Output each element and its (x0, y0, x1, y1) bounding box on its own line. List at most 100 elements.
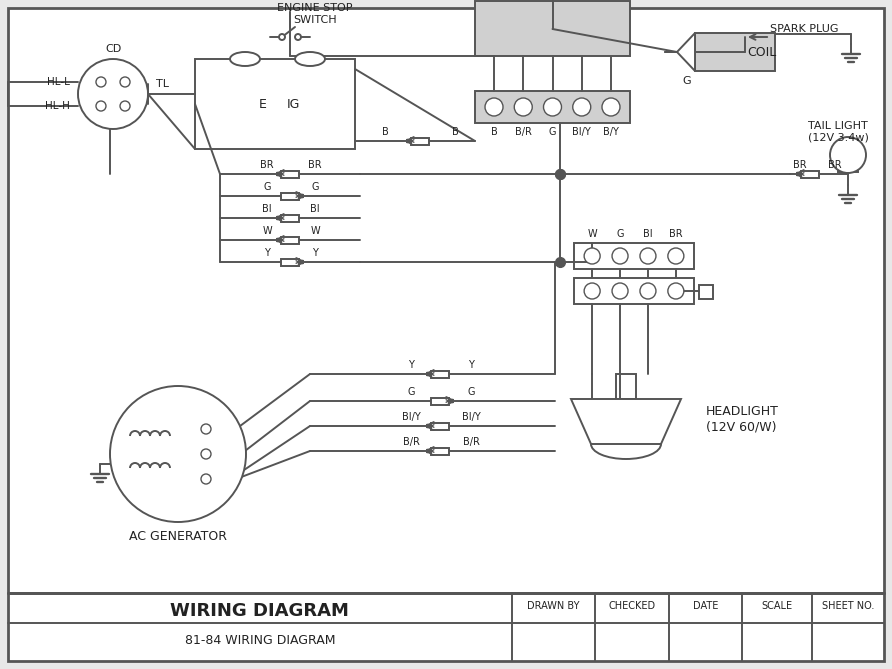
Bar (431, 397, 449, 405)
Text: B/R: B/R (463, 437, 479, 447)
Circle shape (668, 283, 684, 299)
Circle shape (584, 248, 600, 264)
Text: B: B (491, 127, 498, 137)
Circle shape (640, 283, 656, 299)
Text: HEADLIGHT
(12V 60/W): HEADLIGHT (12V 60/W) (706, 405, 779, 433)
Text: BI/Y: BI/Y (573, 127, 591, 137)
Text: SCALE: SCALE (762, 601, 793, 611)
Bar (281, 171, 299, 177)
Bar (801, 171, 819, 177)
Text: HL-L: HL-L (47, 77, 70, 87)
Text: G: G (408, 387, 415, 397)
Text: WIRING DIAGRAM: WIRING DIAGRAM (170, 602, 350, 620)
Text: B/R: B/R (515, 127, 532, 137)
Bar (616, 374, 636, 399)
Text: G: G (467, 387, 475, 397)
Bar (281, 237, 299, 244)
Bar (281, 193, 299, 199)
Bar (195, 59, 355, 149)
Bar (475, 91, 630, 123)
Text: SHEET NO.: SHEET NO. (822, 601, 874, 611)
Bar (574, 243, 694, 269)
Text: E: E (259, 98, 267, 110)
Circle shape (201, 449, 211, 459)
Text: G: G (263, 182, 271, 192)
Bar (281, 215, 299, 221)
Text: BR: BR (309, 160, 322, 170)
Text: B: B (451, 127, 458, 137)
Circle shape (295, 34, 301, 40)
Bar (431, 423, 449, 429)
Circle shape (120, 77, 130, 87)
Text: B: B (382, 127, 388, 137)
Text: W: W (310, 226, 320, 236)
Text: CD: CD (105, 44, 121, 54)
Circle shape (96, 77, 106, 87)
Circle shape (830, 137, 866, 173)
Text: ENGINE STOP
SWITCH: ENGINE STOP SWITCH (277, 3, 352, 25)
Text: BI: BI (643, 229, 653, 239)
Circle shape (120, 101, 130, 111)
Text: TAIL LIGHT
(12V 3.4w): TAIL LIGHT (12V 3.4w) (808, 121, 869, 142)
Text: W: W (262, 226, 272, 236)
Ellipse shape (230, 52, 260, 66)
Text: COIL: COIL (747, 45, 776, 58)
Circle shape (584, 283, 600, 299)
Text: Y: Y (468, 360, 474, 370)
Text: TL: TL (156, 79, 169, 89)
Circle shape (543, 98, 561, 116)
Circle shape (612, 248, 628, 264)
Text: B/Y: B/Y (603, 127, 619, 137)
Text: DRAWN BY: DRAWN BY (527, 601, 580, 611)
Bar (475, 1, 630, 56)
Text: G: G (311, 182, 318, 192)
Bar (699, 285, 713, 299)
Text: 81-84 WIRING DIAGRAM: 81-84 WIRING DIAGRAM (185, 634, 335, 648)
Circle shape (110, 386, 246, 522)
Polygon shape (677, 33, 695, 71)
Circle shape (612, 283, 628, 299)
Text: G: G (616, 229, 624, 239)
Bar (838, 155, 858, 172)
Text: IG: IG (286, 98, 300, 110)
Text: BR: BR (793, 160, 806, 170)
Text: DATE: DATE (693, 601, 718, 611)
Text: HL-H: HL-H (45, 101, 70, 111)
Text: G: G (682, 76, 691, 86)
Circle shape (640, 248, 656, 264)
Polygon shape (571, 399, 681, 444)
Text: B/R: B/R (402, 437, 419, 447)
Circle shape (279, 34, 285, 40)
Text: BR: BR (828, 160, 842, 170)
Bar (281, 258, 299, 266)
Text: BI: BI (262, 204, 272, 214)
Text: Y: Y (312, 248, 318, 258)
Text: BR: BR (260, 160, 274, 170)
Circle shape (573, 98, 591, 116)
Text: BI/Y: BI/Y (462, 412, 481, 422)
Text: CHECKED: CHECKED (608, 601, 656, 611)
Circle shape (602, 98, 620, 116)
Text: Y: Y (264, 248, 270, 258)
Circle shape (201, 424, 211, 434)
Text: BI/Y: BI/Y (401, 412, 420, 422)
Bar (431, 448, 449, 454)
Bar (411, 138, 429, 145)
Text: Y: Y (408, 360, 414, 370)
Text: SPARK PLUG: SPARK PLUG (770, 24, 838, 34)
Text: G: G (549, 127, 557, 137)
Text: AC GENERATOR: AC GENERATOR (129, 529, 227, 543)
Circle shape (515, 98, 533, 116)
Ellipse shape (295, 52, 325, 66)
Text: W: W (587, 229, 597, 239)
Circle shape (78, 59, 148, 129)
Bar (695, 33, 775, 71)
Bar (431, 371, 449, 377)
Circle shape (201, 474, 211, 484)
Circle shape (96, 101, 106, 111)
Text: BR: BR (669, 229, 682, 239)
Text: BI: BI (310, 204, 320, 214)
Circle shape (485, 98, 503, 116)
Circle shape (668, 248, 684, 264)
Bar (574, 278, 694, 304)
